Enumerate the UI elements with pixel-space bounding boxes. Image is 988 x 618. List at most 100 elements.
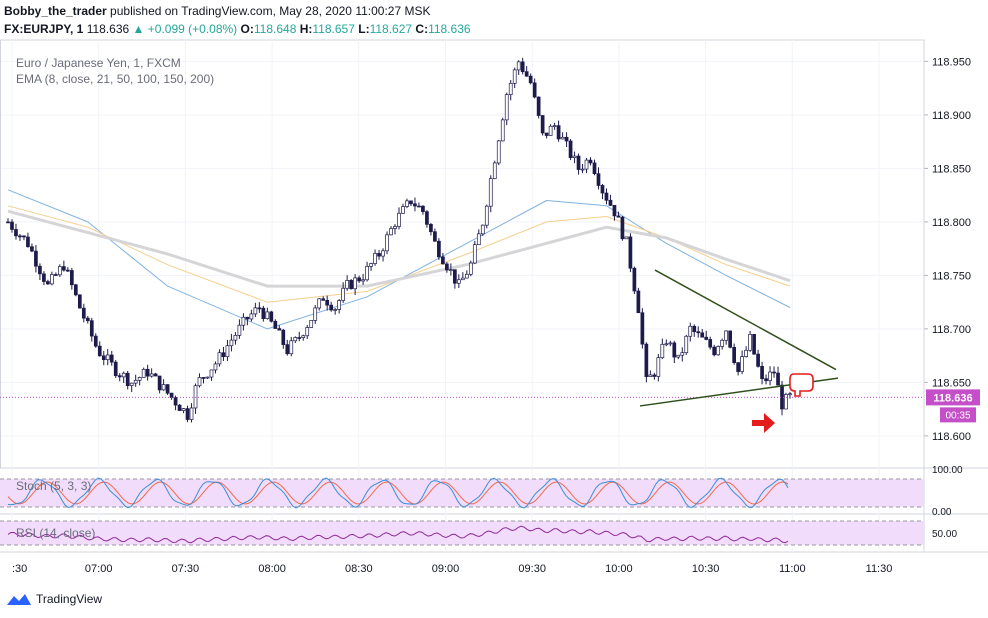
candle bbox=[760, 366, 764, 380]
candle bbox=[201, 377, 206, 379]
candle bbox=[169, 392, 174, 398]
candle bbox=[624, 236, 629, 240]
candle bbox=[58, 266, 62, 276]
candle bbox=[684, 335, 689, 354]
rsi-label: RSI (14, close) bbox=[16, 526, 95, 540]
x-tick-label: 08:30 bbox=[345, 563, 373, 575]
candle bbox=[113, 361, 118, 377]
candle bbox=[532, 82, 537, 98]
close-value: 118.636 bbox=[428, 22, 471, 36]
candle bbox=[353, 277, 357, 290]
candle bbox=[193, 385, 198, 409]
trendline bbox=[654, 269, 837, 371]
candle bbox=[217, 352, 222, 365]
candle bbox=[389, 228, 393, 236]
candle bbox=[309, 320, 314, 328]
candle bbox=[480, 224, 485, 235]
candle bbox=[772, 371, 776, 374]
candle bbox=[237, 324, 242, 336]
candle bbox=[117, 375, 122, 378]
candle bbox=[305, 327, 310, 337]
candle bbox=[456, 279, 461, 284]
candle bbox=[153, 373, 158, 377]
candle bbox=[696, 331, 701, 334]
candle bbox=[572, 155, 577, 158]
candle bbox=[81, 307, 86, 319]
candle bbox=[349, 280, 353, 290]
published-text: published on TradingView.com, May 28, 20… bbox=[110, 4, 431, 18]
candle bbox=[177, 404, 182, 411]
up-arrow-icon: ▲ bbox=[132, 22, 145, 36]
candle bbox=[105, 354, 110, 361]
candle bbox=[736, 362, 740, 372]
candle bbox=[476, 233, 481, 246]
x-tick-label: 09:00 bbox=[432, 563, 460, 575]
y-tick-label: 118.600 bbox=[932, 431, 971, 443]
red-arrow-icon bbox=[752, 413, 775, 433]
stoch-band bbox=[0, 479, 924, 507]
candle bbox=[381, 250, 385, 257]
candle bbox=[640, 312, 645, 345]
candle bbox=[161, 384, 166, 391]
rsi-line bbox=[7, 525, 789, 544]
candle bbox=[397, 212, 401, 227]
candle bbox=[65, 269, 70, 272]
price-tag-label: 118.636 bbox=[933, 392, 972, 404]
price-tag-bg bbox=[926, 389, 980, 406]
candle bbox=[500, 119, 505, 142]
candle bbox=[22, 235, 26, 238]
candle bbox=[628, 236, 633, 269]
candle bbox=[652, 374, 657, 377]
candle bbox=[189, 407, 194, 420]
candle bbox=[548, 125, 553, 136]
candle bbox=[568, 140, 573, 158]
y-tick-label: 118.650 bbox=[932, 377, 971, 389]
instrument-legend: Euro / Japanese Yen, 1, FXCM bbox=[16, 56, 181, 70]
candle bbox=[293, 337, 298, 342]
candle bbox=[361, 279, 365, 282]
candle bbox=[664, 343, 669, 346]
candle bbox=[688, 325, 693, 337]
candle bbox=[756, 353, 760, 367]
publish-info: Bobby_the_trader published on TradingVie… bbox=[4, 4, 430, 18]
candle bbox=[185, 408, 190, 420]
candle bbox=[680, 352, 685, 356]
candle bbox=[301, 335, 306, 338]
candle bbox=[504, 94, 509, 121]
candle bbox=[69, 270, 74, 286]
stoch-axis-label-top: 100.00 bbox=[932, 465, 963, 476]
candle bbox=[34, 250, 38, 267]
candle bbox=[644, 343, 649, 377]
candle bbox=[141, 368, 146, 378]
countdown-label: 00:35 bbox=[945, 410, 970, 421]
candle bbox=[245, 316, 250, 320]
tradingview-brand[interactable]: TradingView bbox=[6, 592, 102, 606]
candle bbox=[197, 377, 202, 387]
x-tick-label: 11:30 bbox=[866, 563, 893, 575]
candle bbox=[752, 333, 756, 355]
candle bbox=[472, 244, 477, 264]
candle bbox=[552, 125, 557, 127]
candle bbox=[612, 205, 617, 217]
candle bbox=[405, 200, 409, 207]
candle bbox=[62, 266, 66, 271]
candle bbox=[173, 397, 178, 406]
candle bbox=[656, 357, 661, 377]
candle bbox=[385, 234, 389, 252]
candle bbox=[337, 300, 342, 310]
low-value: 118.627 bbox=[369, 22, 413, 36]
candle bbox=[277, 328, 282, 331]
y-tick-label: 118.700 bbox=[932, 324, 971, 336]
candle bbox=[285, 344, 290, 355]
candle bbox=[249, 313, 254, 320]
x-tick-label: 10:30 bbox=[692, 563, 720, 575]
candle bbox=[18, 235, 22, 238]
ohlc-line: FX:EURJPY, 1 118.636 ▲ +0.099 (+0.08%) O… bbox=[4, 22, 471, 36]
low-label: L: bbox=[358, 22, 370, 36]
ema-line-blue bbox=[7, 189, 791, 330]
brand-label: TradingView bbox=[36, 592, 103, 606]
author-name[interactable]: Bobby_the_trader bbox=[4, 4, 107, 18]
candle bbox=[744, 349, 748, 357]
x-tick-label: 11:00 bbox=[779, 563, 806, 575]
